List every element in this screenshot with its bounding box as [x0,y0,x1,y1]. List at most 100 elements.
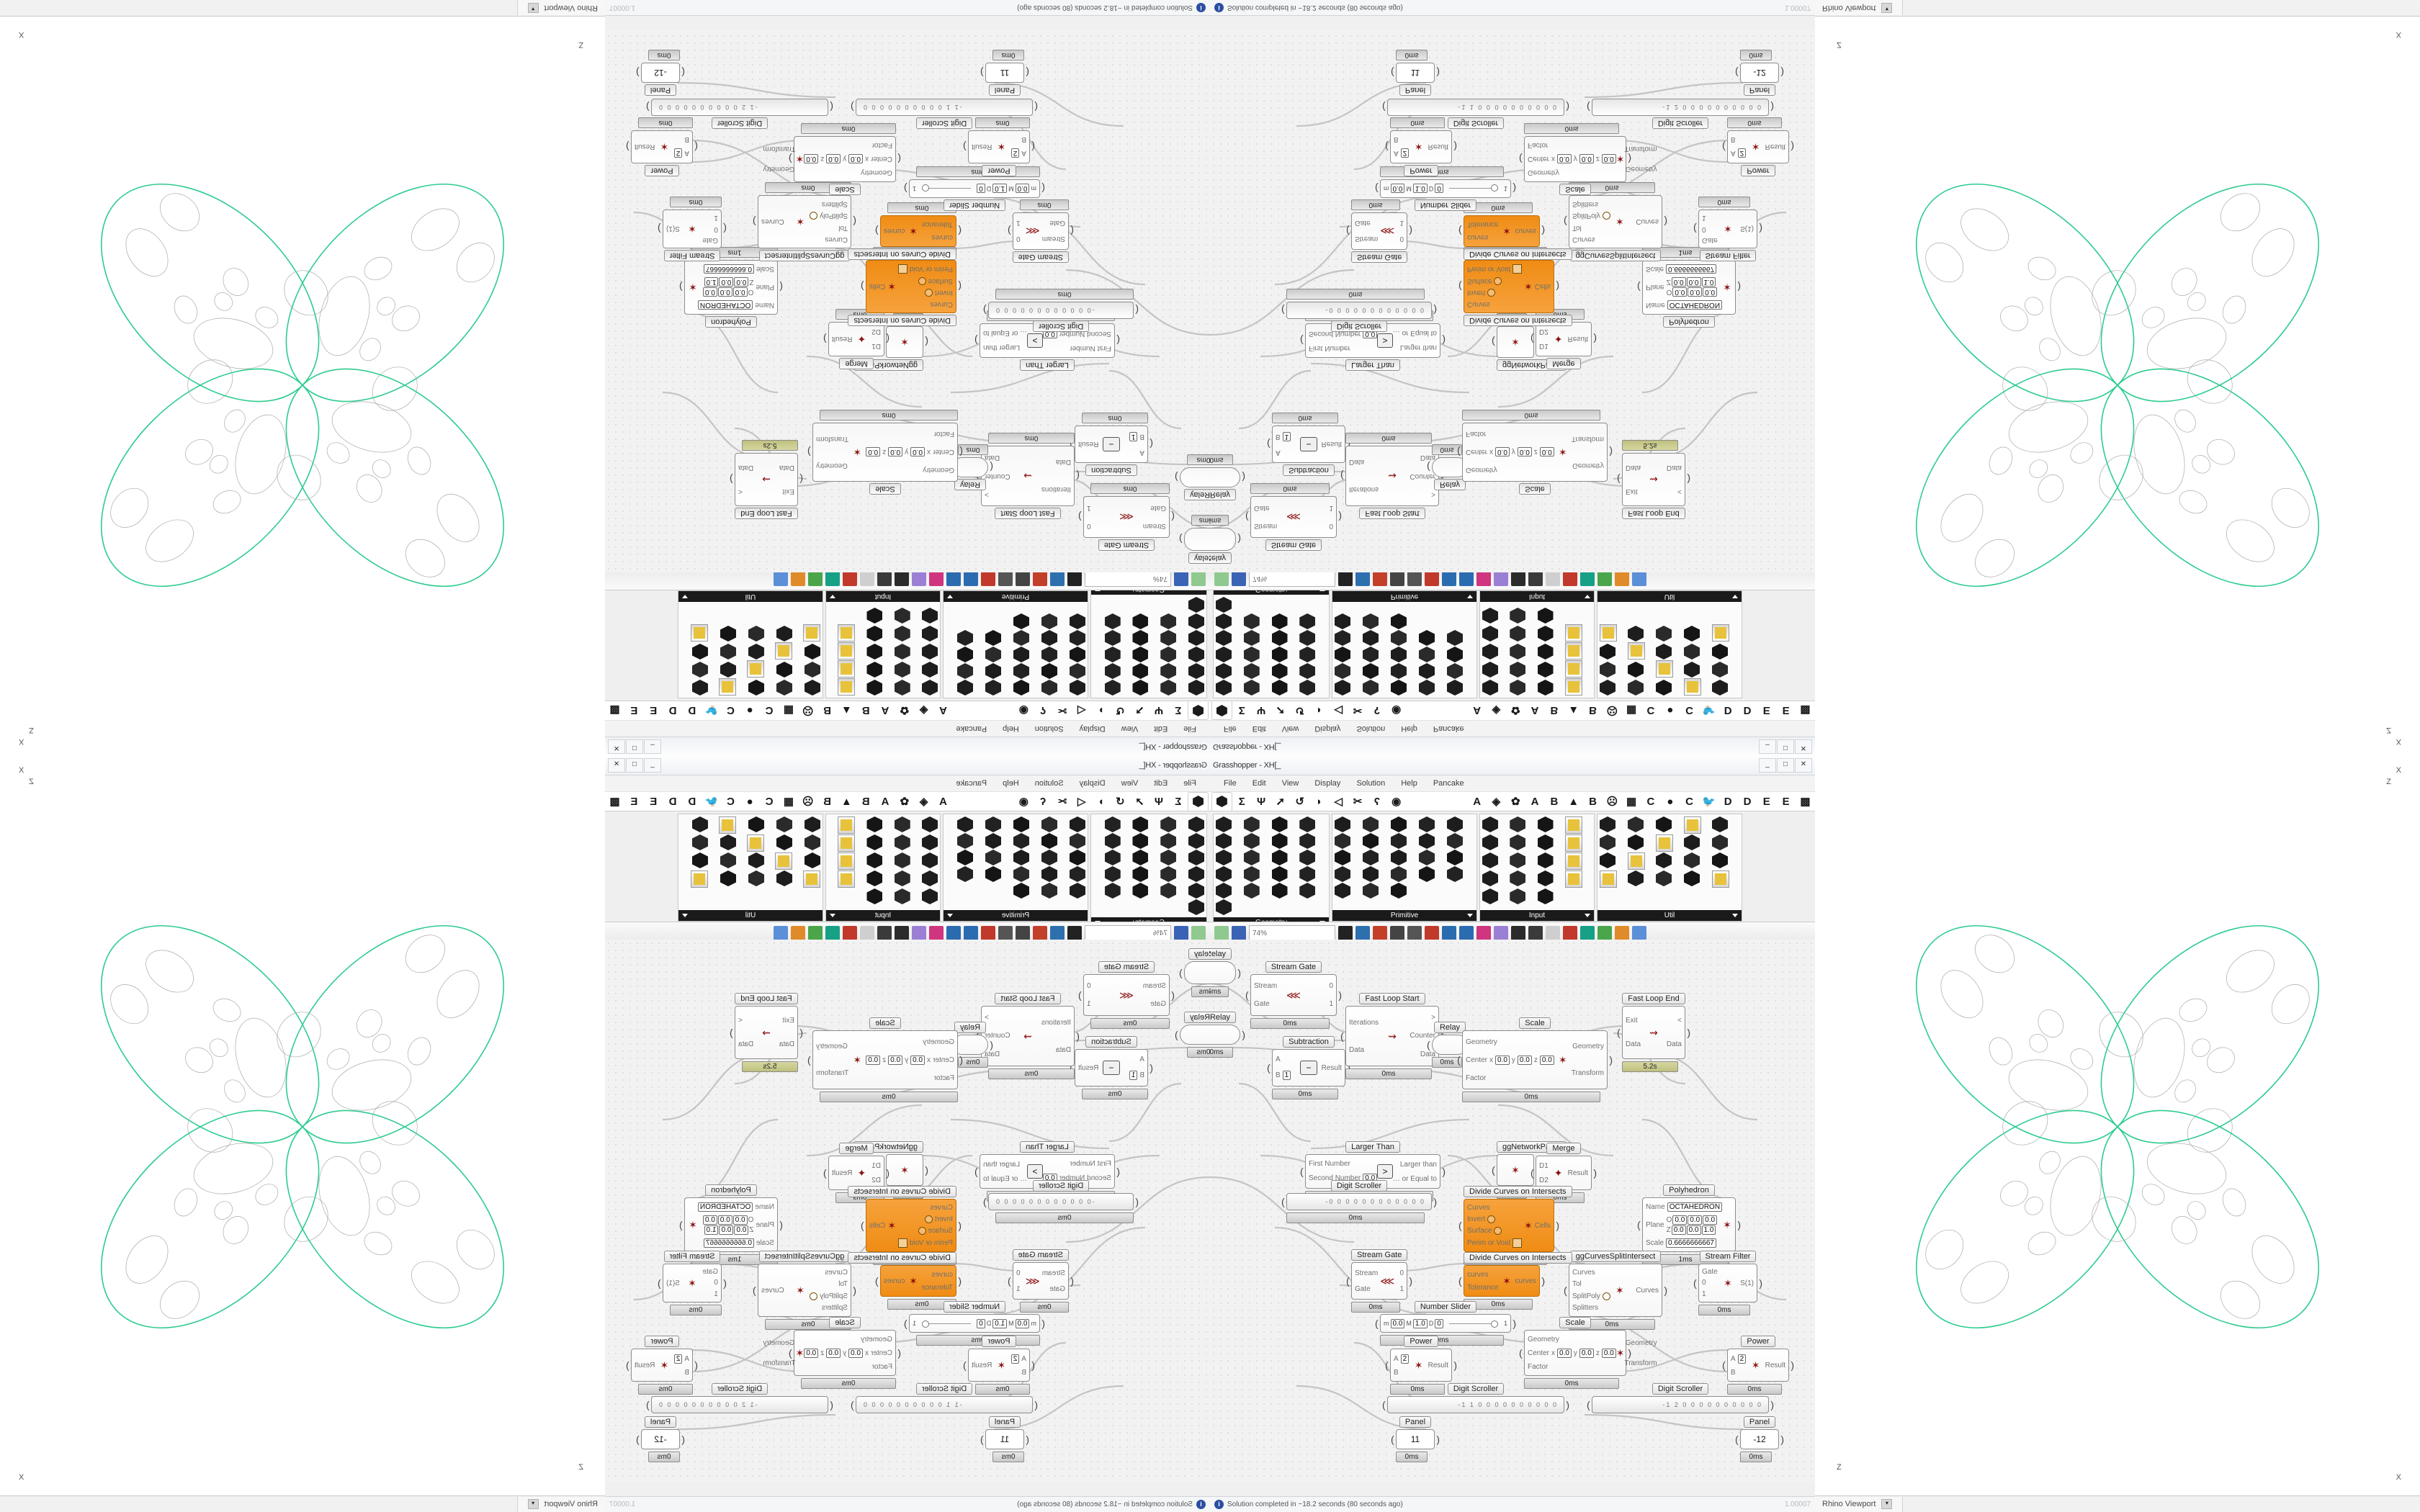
node-pin[interactable]: B [1394,135,1399,144]
component-icon-geometry-2[interactable] [1133,680,1149,696]
component-icon-geometry-5[interactable] [1244,663,1260,679]
node-body[interactable]: () -1 2 0 0 0 0 0 0 0 0 0 0 [1587,99,1774,116]
shade1-icon[interactable] [1528,572,1543,586]
component-icon-primitive-6[interactable] [1363,833,1379,849]
component-icon-primitive-18[interactable] [985,630,1001,646]
component-icon-input-17[interactable] [895,608,910,624]
component-icon-input-10[interactable] [1537,852,1554,868]
node-pin[interactable]: Name [755,301,774,310]
fit-icon[interactable] [1067,572,1082,586]
gh-canvas-scroll[interactable]: Stream Gate()StreamGate⋘010msRelay()26ms… [605,16,1210,572]
component-icon-input-2[interactable] [867,680,883,696]
zoom-level-input[interactable]: 74% [1085,925,1171,941]
node-pin[interactable]: Surface [1467,277,1492,286]
component-icon-geometry-17[interactable] [1160,613,1176,629]
node-pin[interactable]: curves [1515,227,1536,235]
menu-display[interactable]: Display [1314,724,1341,733]
component-icon-util-12[interactable] [1656,852,1672,868]
node-pin[interactable]: A [1394,149,1399,158]
toggle-circle[interactable] [810,1292,818,1300]
shade2-icon[interactable] [1546,926,1560,940]
node-pin[interactable]: D1 [1539,342,1549,351]
ribbon-tab-right-17[interactable]: ▩ [609,796,620,808]
component-icon-input-8[interactable] [922,852,938,868]
output-connector[interactable]: ) [1078,989,1082,1001]
digit-scroller-value[interactable]: -0 0 0 0 0 0 0 0 0 0 0 0 [995,1198,1095,1205]
ribbon-tab-9[interactable]: ◉ [1018,704,1028,716]
node-body[interactable]: () A B 1− Result [1267,1049,1350,1086]
component-icon-primitive-13[interactable] [1419,850,1435,865]
output-connector[interactable]: ) [1453,1359,1457,1371]
chevron-down-icon[interactable]: ▾ [1881,1499,1893,1509]
component-icon-geometry-12[interactable] [1216,866,1232,882]
output-connector[interactable]: ) [1453,141,1457,153]
ribbon-tab-right-5[interactable]: ▲ [1568,704,1579,717]
output-connector[interactable]: ) [1770,1399,1774,1410]
component-icon-primitive-12[interactable] [1013,647,1029,662]
input-connector[interactable]: ( [1519,153,1523,165]
output-connector[interactable]: ) [1179,967,1183,978]
node-pin[interactable]: Name [1646,1202,1665,1211]
gh-node-digit-scroller-1[interactable]: Digit Scroller() -0 0 0 0 0 0 0 0 0 0 0 0… [1281,1179,1437,1223]
node-value[interactable]: 0.0 [1686,1225,1701,1235]
component-icon-util-15[interactable] [1600,624,1617,642]
node-pin[interactable]: 1 [1087,1000,1091,1008]
component-icon-input-3[interactable] [838,678,856,696]
output-connector[interactable]: ) [980,1434,984,1445]
component-icon-input-1[interactable] [1510,680,1525,696]
output-connector[interactable]: ) [1556,281,1559,292]
input-connector[interactable]: ( [897,1347,901,1359]
gha-icon[interactable] [981,572,995,586]
output-connector[interactable]: ) [789,1347,792,1359]
node-pin[interactable]: 0 [1329,982,1333,990]
node-value[interactable]: 0.0 [848,1348,863,1358]
shade1-icon[interactable] [877,926,892,940]
node-value[interactable]: 0.0 [1015,184,1030,194]
component-icon-util-0[interactable] [805,816,820,832]
node-body[interactable]: () A 2 B ✶ Result [963,130,1035,163]
node-pin[interactable]: SplitPoly [1572,1292,1600,1300]
ribbon-tab-right-12[interactable]: 🐦 [704,796,718,808]
input-connector[interactable]: ( [990,462,993,473]
component-icon-input-5[interactable] [1510,834,1526,850]
component-icon-input-0[interactable] [1482,680,1498,696]
component-icon-primitive-16[interactable] [1363,630,1379,646]
component-icon-geometry-18[interactable] [1133,613,1149,629]
node-pin[interactable]: First Number [1070,1160,1111,1168]
node-value[interactable]: 0.0 [719,1225,734,1235]
component-icon-input-6[interactable] [1537,834,1554,850]
node-value[interactable]: 0.6666666667 [1666,1238,1716,1248]
component-icon-geometry-18[interactable] [1271,883,1288,899]
node-pin[interactable]: Center [870,1349,892,1357]
node-body[interactable]: () [1210,467,1245,487]
input-connector[interactable]: ( [1693,1277,1697,1289]
node-pin[interactable]: curves [1467,1270,1489,1279]
menu-display[interactable]: Display [1079,779,1106,788]
node-body[interactable]: () A 2 B ✶ Result [1722,1349,1794,1382]
component-icon-input-7[interactable] [1564,834,1582,852]
digit-scroller-value[interactable]: -1 2 0 0 0 0 0 0 0 0 0 0 [1662,104,1762,111]
node-pin[interactable]: Result [1321,1063,1342,1072]
input-connector[interactable]: ( [1267,1062,1270,1074]
component-icon-primitive-21[interactable] [1363,613,1379,629]
node-pin[interactable]: A [1139,449,1144,456]
node-pin[interactable]: S(1) [1740,225,1754,233]
component-icon-util-11[interactable] [775,642,792,660]
node-pin[interactable]: Invert [934,1215,953,1223]
component-icon-geometry-6[interactable] [1133,663,1149,679]
component-icon-geometry-2[interactable] [1272,680,1288,696]
node-body[interactable]: () 11 [1391,63,1440,83]
output-connector[interactable]: ) [1237,967,1241,978]
search-icon[interactable] [1459,572,1474,586]
component-icon-primitive-14[interactable] [957,850,973,865]
preview2-icon[interactable] [808,572,823,586]
node-pin[interactable]: B [1021,135,1026,144]
open-file-icon[interactable] [1191,926,1206,940]
output-connector[interactable]: ) [1609,1054,1613,1066]
node-pin[interactable]: Data [1666,1040,1682,1048]
node-value[interactable]: 2 [1010,148,1020,158]
component-icon-primitive-9[interactable] [957,833,973,849]
ribbon-tab-right-7[interactable]: ☹ [802,796,814,808]
node-pin[interactable]: S(1) [666,225,680,233]
